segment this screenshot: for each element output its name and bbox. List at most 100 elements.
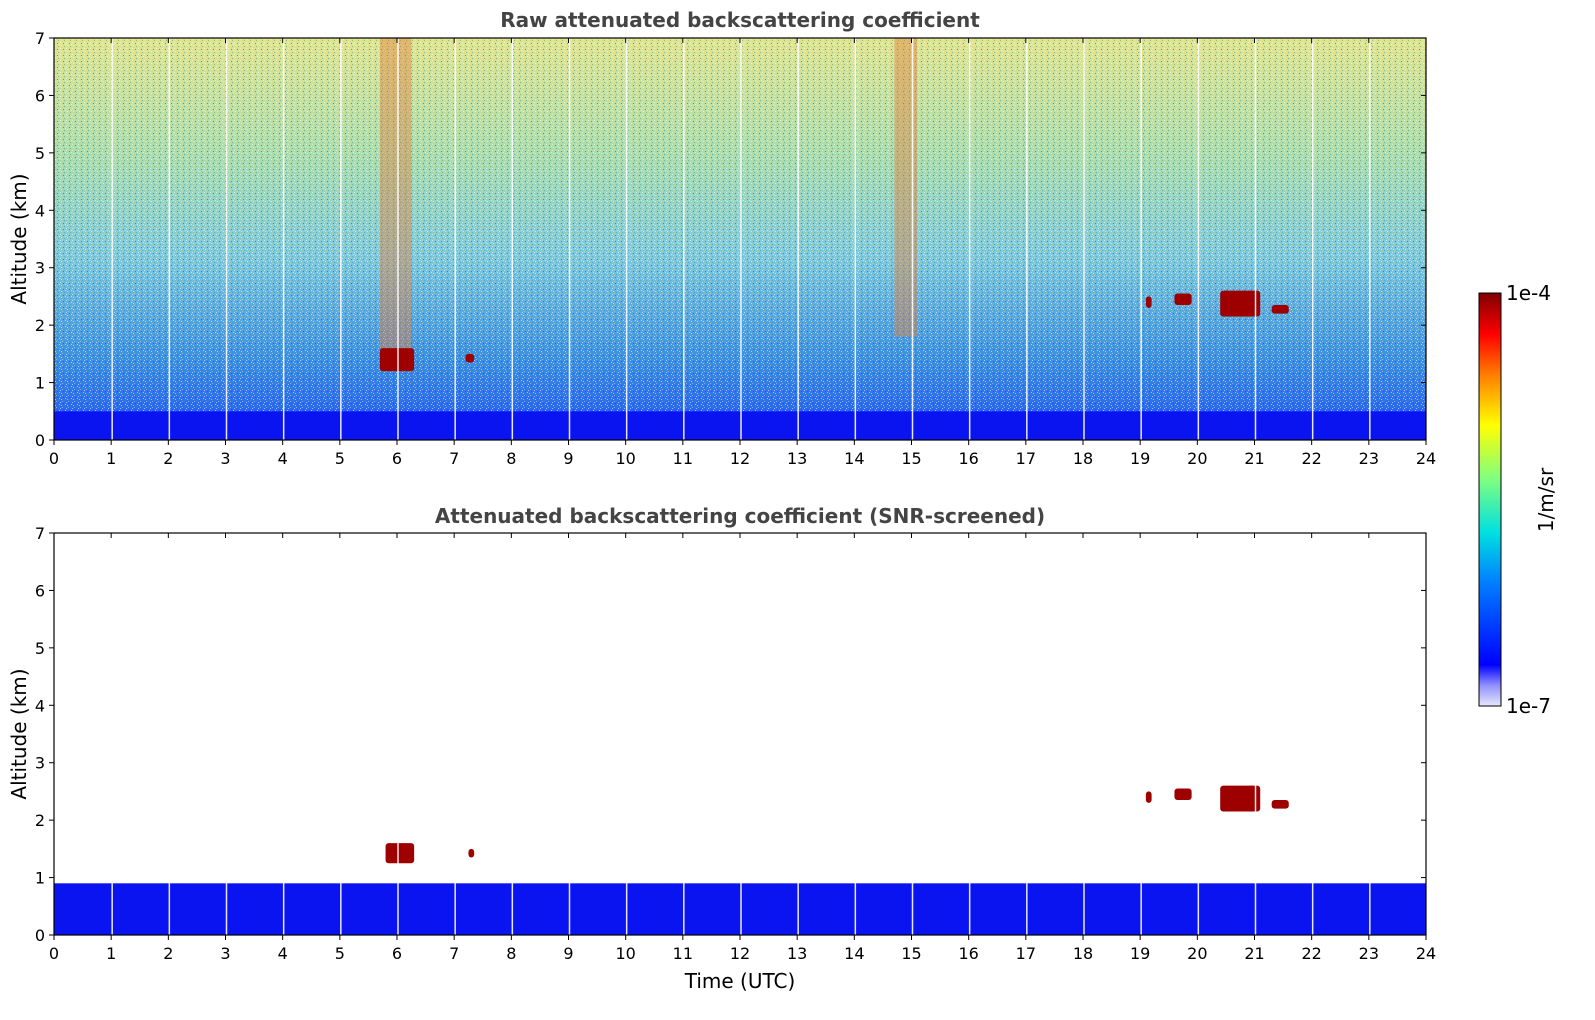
x-tick-label: 16 [958, 449, 978, 468]
x-tick-label: 9 [563, 449, 573, 468]
x-tick-label: 2 [163, 944, 173, 963]
raw-noise-texture [54, 38, 1426, 440]
x-tick-label: 16 [958, 944, 978, 963]
x-tick-label: 11 [673, 449, 693, 468]
colorbar: 1e-4 1e-7 1/m/sr [1478, 281, 1558, 718]
x-tick-label: 8 [506, 449, 516, 468]
x-tick-label: 23 [1359, 944, 1379, 963]
panel-screened-plot-area [54, 533, 1426, 935]
panel-screened-y-ticks: 0 1 2 3 4 5 6 7 [35, 524, 1426, 945]
x-tick-label: 22 [1301, 449, 1321, 468]
y-tick-label: 0 [35, 926, 45, 945]
cloud-feature [1174, 788, 1192, 801]
cloud-feature [1145, 791, 1152, 803]
colorbar-max-label: 1e-4 [1506, 281, 1551, 305]
x-tick-label: 24 [1416, 449, 1436, 468]
colorbar-gradient [1478, 292, 1502, 707]
x-tick-label: 17 [1016, 449, 1036, 468]
cloud-feature [468, 848, 475, 858]
x-tick-label: 6 [392, 449, 402, 468]
cloud-feature [1145, 296, 1152, 308]
x-tick-label: 20 [1187, 449, 1207, 468]
panel-raw-y-axis-label: Altitude (km) [7, 173, 31, 304]
panel-raw-title: Raw attenuated backscattering coefficien… [500, 8, 980, 32]
precipitation-feature [379, 38, 412, 349]
x-tick-label: 24 [1416, 944, 1436, 963]
y-tick-label: 6 [35, 581, 45, 600]
x-tick-label: 9 [563, 944, 573, 963]
x-tick-label: 7 [449, 449, 459, 468]
y-tick-label: 4 [35, 201, 45, 220]
cloud-feature [1220, 785, 1261, 812]
y-tick-label: 4 [35, 696, 45, 715]
cloud-feature [1271, 800, 1289, 809]
x-tick-label: 4 [278, 944, 288, 963]
colorbar-min-label: 1e-7 [1506, 694, 1551, 718]
boundary-layer-feature [54, 411, 1426, 440]
x-tick-label: 12 [730, 944, 750, 963]
panel-raw: Raw attenuated backscattering coefficien… [7, 8, 1436, 468]
x-tick-label: 4 [278, 449, 288, 468]
x-tick-label: 14 [844, 449, 864, 468]
boundary-layer-feature [54, 883, 1426, 935]
x-tick-label: 15 [901, 944, 921, 963]
x-tick-label: 8 [506, 944, 516, 963]
x-tick-label: 3 [220, 449, 230, 468]
x-tick-label: 5 [335, 944, 345, 963]
panel-raw-y-ticks: 0 1 2 3 4 5 6 7 [35, 29, 1426, 450]
x-tick-label: 10 [615, 449, 635, 468]
y-tick-label: 1 [35, 374, 45, 393]
y-tick-label: 3 [35, 259, 45, 278]
y-tick-label: 2 [35, 811, 45, 830]
y-tick-label: 2 [35, 316, 45, 335]
y-tick-label: 5 [35, 639, 45, 658]
x-tick-label: 10 [615, 944, 635, 963]
y-tick-label: 0 [35, 431, 45, 450]
y-tick-label: 1 [35, 869, 45, 888]
x-tick-label: 0 [49, 944, 59, 963]
cloud-feature [465, 353, 475, 363]
panel-screened-title: Attenuated backscattering coefficient (S… [435, 504, 1045, 528]
x-tick-label: 6 [392, 944, 402, 963]
cloud-feature [1174, 293, 1192, 306]
x-tick-label: 7 [449, 944, 459, 963]
x-tick-label: 22 [1301, 944, 1321, 963]
x-tick-label: 21 [1244, 449, 1264, 468]
panel-raw-x-ticks: 0 1 2 3 4 5 6 7 8 9 10 11 12 13 14 15 16 17 18 19 20 21 22 23 24 [49, 38, 1436, 468]
x-tick-label: 19 [1130, 944, 1150, 963]
x-tick-label: 5 [335, 449, 345, 468]
precipitation-feature [894, 38, 918, 337]
x-tick-label: 15 [901, 449, 921, 468]
x-tick-label: 23 [1359, 449, 1379, 468]
x-tick-label: 0 [49, 449, 59, 468]
x-tick-label: 14 [844, 944, 864, 963]
panel-screened: Attenuated backscattering coefficient (S… [7, 504, 1436, 993]
panel-screened-frame [53, 532, 1427, 936]
x-tick-label: 20 [1187, 944, 1207, 963]
cloud-feature [385, 843, 415, 864]
x-tick-label: 13 [787, 449, 807, 468]
panel-raw-plot-area [54, 38, 1426, 440]
cloud-feature [1271, 305, 1289, 314]
panel-screened-y-axis-label: Altitude (km) [7, 668, 31, 799]
y-tick-label: 5 [35, 144, 45, 163]
y-tick-label: 6 [35, 86, 45, 105]
cloud-feature [1220, 290, 1261, 317]
x-tick-label: 18 [1073, 449, 1093, 468]
y-tick-label: 3 [35, 754, 45, 773]
x-tick-label: 17 [1016, 944, 1036, 963]
cloud-feature [379, 348, 415, 372]
panel-screened-x-ticks: 0 1 2 3 4 5 6 7 8 9 10 11 12 13 14 15 16 17 18 19 20 21 22 23 24 [49, 533, 1436, 963]
x-tick-label: 1 [106, 449, 116, 468]
x-axis-label: Time (UTC) [684, 969, 796, 993]
x-tick-label: 11 [673, 944, 693, 963]
x-tick-label: 2 [163, 449, 173, 468]
x-tick-label: 3 [220, 944, 230, 963]
colorbar-unit-label: 1/m/sr [1534, 467, 1558, 532]
y-tick-label: 7 [35, 524, 45, 543]
x-tick-label: 12 [730, 449, 750, 468]
y-tick-label: 7 [35, 29, 45, 48]
x-tick-label: 1 [106, 944, 116, 963]
x-tick-label: 21 [1244, 944, 1264, 963]
